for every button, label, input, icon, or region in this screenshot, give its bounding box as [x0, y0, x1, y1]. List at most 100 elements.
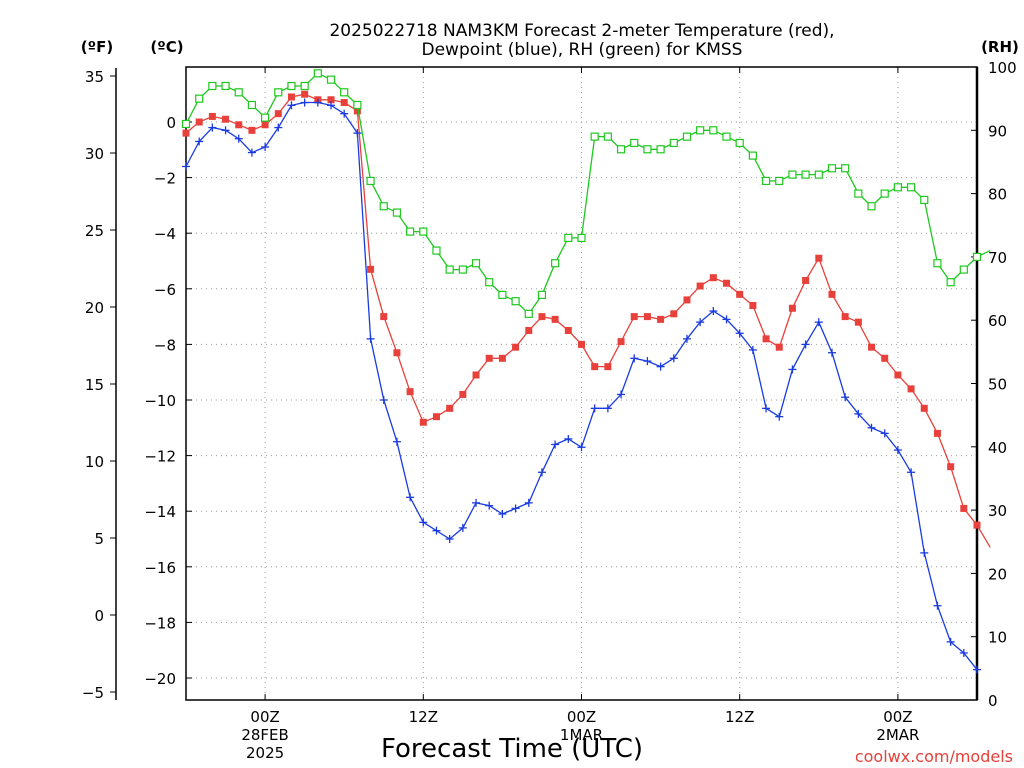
- temperature-point: [419, 418, 427, 426]
- x-tick-label: 2025: [246, 744, 284, 762]
- temperature-point: [960, 504, 968, 512]
- celsius-tick-label: −14: [144, 503, 176, 521]
- rh-point: [195, 94, 204, 103]
- rh-point: [972, 252, 982, 261]
- temperature-point: [525, 327, 533, 334]
- dewpoint-point: [551, 440, 560, 449]
- rh-point: [933, 259, 942, 268]
- fahrenheit-tick-label: −5: [82, 684, 104, 702]
- x-axis-label: Forecast Time (UTC): [381, 734, 643, 764]
- dewpoint-point: [762, 404, 771, 413]
- dewpoint-point: [933, 601, 942, 610]
- rh-point: [577, 233, 586, 243]
- rh-point: [524, 309, 533, 318]
- dewpoint-point: [775, 412, 784, 421]
- dewpoint-point: [682, 334, 691, 343]
- dewpoint-point: [472, 498, 481, 507]
- rh-point: [392, 208, 402, 217]
- dewpoint-point: [880, 429, 889, 438]
- temperature-point: [208, 112, 216, 120]
- temperature-point: [723, 279, 731, 287]
- rh-point: [353, 100, 362, 110]
- rh-point: [300, 81, 309, 91]
- rh-point: [274, 88, 283, 97]
- rh-point: [616, 145, 626, 154]
- celsius-tick-label: −12: [144, 448, 176, 466]
- rh-point: [880, 189, 889, 198]
- dewpoint-point: [247, 148, 256, 157]
- temperature-point: [195, 118, 203, 126]
- celsius-tick-label: −16: [144, 559, 176, 577]
- temperature-point: [367, 265, 375, 273]
- rh-point: [814, 170, 823, 179]
- dewpoint-point: [432, 526, 441, 535]
- dewpoint-point: [643, 357, 652, 366]
- temperature-point: [670, 310, 678, 318]
- dewpoint-point: [419, 518, 428, 527]
- chart-subtitle: Dewpoint (blue), RH (green) for KMSS: [422, 40, 743, 60]
- dewpoint-point: [221, 126, 230, 135]
- temperature-point: [617, 338, 625, 346]
- temperature-point: [815, 254, 823, 262]
- temperature-point: [749, 301, 757, 309]
- rh-point: [221, 81, 230, 91]
- temperature-point: [881, 354, 889, 362]
- rh-point: [432, 246, 441, 255]
- rh-point: [603, 132, 612, 141]
- dewpoint-point: [327, 101, 336, 110]
- rh-point: [379, 202, 388, 211]
- rh-point: [445, 265, 454, 274]
- dewpoint-point: [261, 143, 270, 152]
- fahrenheit-tick-label: 25: [85, 222, 104, 240]
- celsius-tick-label: −4: [154, 225, 176, 243]
- temperature-point: [947, 463, 955, 471]
- rh-point: [656, 145, 665, 154]
- temperature-point: [446, 404, 454, 412]
- temperature-point: [498, 354, 506, 362]
- plot-frame: [185, 66, 978, 701]
- celsius-tick-label: −20: [144, 670, 176, 688]
- rh-point: [722, 132, 731, 141]
- celsius-axis-label: (ºC): [150, 38, 183, 56]
- temperature-point: [591, 363, 599, 371]
- temperature-point: [274, 110, 282, 118]
- temperature-point: [578, 340, 585, 348]
- temperature-point: [709, 274, 717, 282]
- celsius-tick-label: −18: [144, 614, 176, 632]
- x-tick-label: 00Z: [883, 708, 912, 726]
- temperature-point: [933, 429, 941, 437]
- temperature-point: [340, 99, 348, 107]
- dewpoint-point: [722, 315, 731, 324]
- celsius-tick-label: −6: [154, 281, 176, 299]
- x-tick-label: 1MAR: [560, 726, 603, 744]
- temperature-point: [538, 313, 546, 321]
- rh-point: [735, 138, 744, 148]
- temperature-point: [485, 354, 493, 362]
- grid-lines: [186, 67, 977, 700]
- dewpoint-point: [458, 523, 467, 532]
- temperature-point: [775, 343, 783, 351]
- rh-point: [234, 88, 243, 97]
- dewpoint-point: [340, 109, 349, 118]
- rh-point: [630, 138, 639, 148]
- chart-title: 2025022718 NAM3KM Forecast 2-meter Tempe…: [329, 21, 834, 41]
- rh-tick-label: 30: [988, 502, 1007, 520]
- fahrenheit-tick-label: 35: [85, 68, 104, 86]
- dewpoint-point: [445, 535, 454, 543]
- rh-tick-label: 80: [988, 186, 1007, 204]
- temperature-point: [643, 313, 651, 321]
- series-line-rh: [185, 72, 991, 315]
- fahrenheit-tick-label: 10: [85, 453, 104, 471]
- rh-tick-label: 40: [988, 439, 1007, 457]
- rh-point: [748, 151, 757, 160]
- rh-tick-label: 60: [988, 312, 1007, 330]
- x-tick-label: 28FEB: [241, 726, 288, 744]
- temperature-point: [604, 363, 612, 371]
- temperature-point: [327, 96, 335, 104]
- dewpoint-point: [814, 318, 823, 327]
- fahrenheit-tick-label: 20: [85, 299, 104, 317]
- rh-point: [181, 119, 191, 129]
- dewpoint-point: [801, 340, 810, 349]
- dewpoint-point: [603, 404, 612, 413]
- dewpoint-point: [274, 123, 283, 132]
